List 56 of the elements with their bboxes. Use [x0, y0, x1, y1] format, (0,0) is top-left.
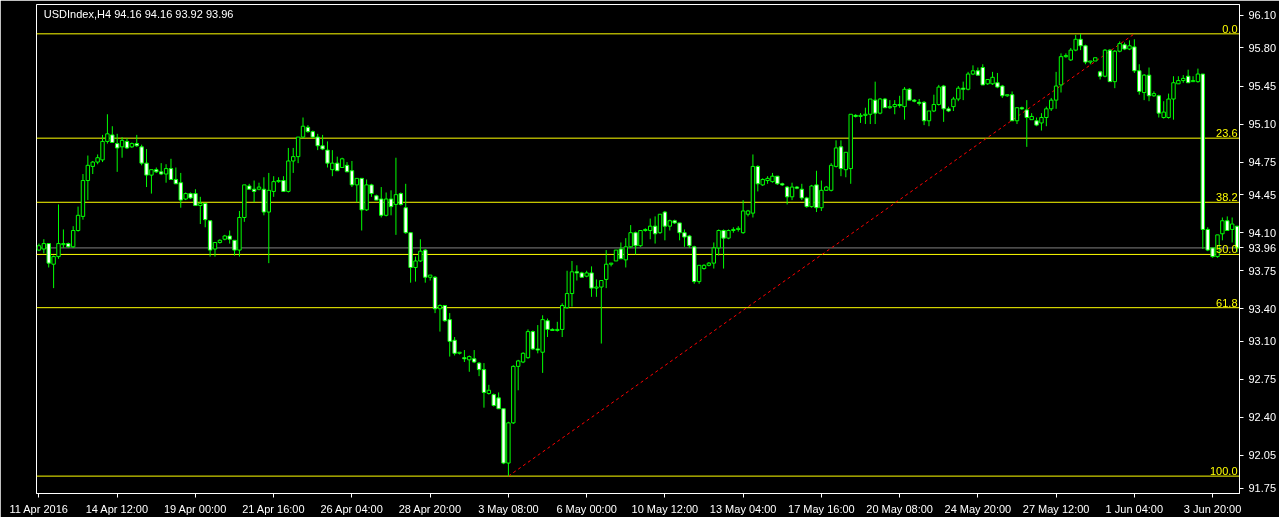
candlestick [1141, 73, 1147, 101]
candlestick [1146, 67, 1152, 102]
x-tick-label: 20 May 08:00 [866, 502, 933, 515]
x-tick-label: 14 Apr 12:00 [85, 502, 149, 515]
x-tick-label: 28 Apr 20:00 [398, 502, 462, 515]
candlestick [604, 249, 609, 289]
x-tick-label: 24 May 20:00 [944, 502, 1012, 515]
y-tick-label: 95.80 [1248, 41, 1277, 54]
x-tick-label: 11 Apr 2016 [9, 502, 68, 515]
candlestick [261, 176, 267, 216]
y-tick-label: 94.10 [1248, 226, 1277, 239]
candlestick [251, 180, 257, 203]
y-tick-label: 94.75 [1248, 156, 1277, 169]
y-tick-label: 92.75 [1248, 373, 1277, 386]
annotation: 38.2 [1216, 191, 1238, 204]
y-tick-label: 91.75 [1248, 482, 1277, 495]
candlestick [168, 158, 174, 180]
candlestick [740, 199, 746, 235]
candlestick [393, 157, 399, 236]
candlestick [662, 210, 668, 241]
annotation: 61.8 [1216, 296, 1238, 309]
y-tick-label: 93.96 [1248, 241, 1277, 254]
x-tick-label: 10 May 12:00 [631, 502, 699, 515]
candlestick [1190, 75, 1196, 83]
y-tick-label: 92.05 [1248, 449, 1277, 462]
x-tick-label: 17 May 16:00 [788, 502, 855, 515]
candlestick [119, 136, 125, 159]
candlestick [838, 139, 844, 177]
candlestick [872, 81, 878, 125]
y-tick-label: 92.40 [1248, 411, 1277, 424]
x-tick-label: 6 May 00:00 [556, 502, 617, 515]
annotation: 100.0 [1209, 465, 1238, 478]
candlestick [163, 163, 169, 184]
y-tick-label: 93.40 [1248, 302, 1277, 315]
x-tick-label: 19 Apr 00:00 [163, 502, 227, 515]
y-tick-label: 93.10 [1248, 335, 1277, 348]
y-tick-label: 94.45 [1248, 188, 1277, 201]
x-tick-label: 3 May 08:00 [478, 502, 539, 515]
candlestick [388, 189, 394, 216]
candlestick [349, 160, 355, 188]
x-tick-label: 27 May 12:00 [1022, 502, 1090, 515]
annotation: 23.6 [1216, 127, 1238, 140]
candlestick [569, 260, 575, 308]
y-tick-label: 95.45 [1248, 80, 1277, 92]
x-tick-label: 21 Apr 16:00 [242, 502, 305, 515]
x-tick-label: 13 May 04:00 [709, 502, 777, 515]
y-tick-label: 93.75 [1248, 264, 1277, 277]
annotation: 0.0 [1222, 22, 1238, 35]
y-tick-label: 95.10 [1248, 118, 1277, 131]
x-tick-label: 1 Jun 04:00 [1105, 502, 1164, 515]
candlestick [114, 133, 120, 173]
y-tick-label: 96.10 [1248, 9, 1277, 22]
x-tick-label: 3 Jun 20:00 [1183, 502, 1242, 515]
candlestick [481, 362, 487, 409]
chart-title: USDIndex,H4 94.16 94.16 93.92 93.96 [43, 7, 234, 20]
x-tick-label: 26 Apr 04:00 [320, 502, 383, 515]
